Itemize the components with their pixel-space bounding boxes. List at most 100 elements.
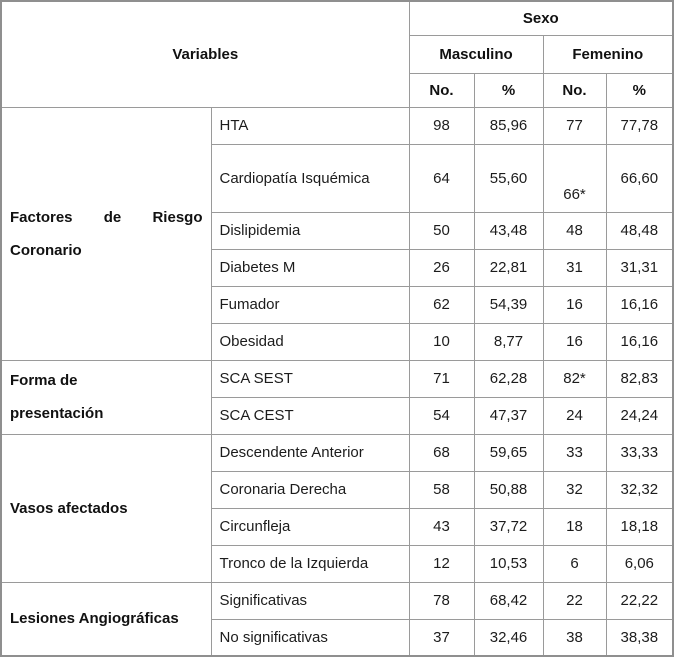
masc-pct-cell: 59,65 xyxy=(473,433,544,472)
masc-pct-cell: 43,48 xyxy=(473,211,544,250)
fem-no-cell: 33 xyxy=(542,433,607,472)
variables-header-cell: Variables xyxy=(0,0,410,108)
masc-pct-cell: 10,53 xyxy=(473,544,544,583)
table-row: Fumador 62 54,39 16 16,16 xyxy=(1,285,674,324)
table-row: No significativas 37 32,46 38 38,38 xyxy=(1,618,674,657)
table-row: Tronco de la Izquierda 12 10,53 6 6,06 xyxy=(1,544,674,583)
variable-cell: HTA xyxy=(210,106,410,145)
fem-pct-cell: 6,06 xyxy=(605,544,674,583)
variable-cell: Tronco de la Izquierda xyxy=(210,544,410,583)
fem-pct-cell: 22,22 xyxy=(605,581,674,620)
sexo-header-cell: Sexo xyxy=(408,0,674,36)
fem-pct-cell: 82,83 xyxy=(605,359,674,398)
variable-cell: Diabetes M xyxy=(210,248,410,287)
masc-no-cell: 54 xyxy=(408,396,475,435)
fem-pct-cell: 32,32 xyxy=(605,470,674,509)
table-header: Variables Sexo Masculino Femenino No. % … xyxy=(0,0,674,108)
fem-no-cell: 18 xyxy=(542,507,607,546)
masc-no-cell: 78 xyxy=(408,581,475,620)
fem-pct-cell: 77,78 xyxy=(605,106,674,145)
fem-no-cell: 24 xyxy=(542,396,607,435)
variable-cell: Significativas xyxy=(210,581,410,620)
fem-pct-cell: 24,24 xyxy=(605,396,674,435)
fem-no-cell: 22 xyxy=(542,581,607,620)
variable-cell: SCA SEST xyxy=(210,359,410,398)
fem-no-cell: 38 xyxy=(542,618,607,657)
fem-pct-cell: 48,48 xyxy=(605,211,674,250)
masc-no-cell: 71 xyxy=(408,359,475,398)
fem-no-cell: 77 xyxy=(542,106,607,145)
masc-pct-cell: 47,37 xyxy=(473,396,544,435)
variable-cell: No significativas xyxy=(210,618,410,657)
variable-cell: Circunfleja xyxy=(210,507,410,546)
fem-pct-cell: 33,33 xyxy=(605,433,674,472)
fem-no-cell: 16 xyxy=(542,322,607,361)
fem-no-cell: 16 xyxy=(542,285,607,324)
masc-pct-cell: 32,46 xyxy=(473,618,544,657)
variable-cell: Fumador xyxy=(210,285,410,324)
masc-pct-cell: 50,88 xyxy=(473,470,544,509)
variable-cell: SCA CEST xyxy=(210,396,410,435)
table-row: Circunfleja 43 37,72 18 18,18 xyxy=(1,507,674,546)
masc-pct-cell: 55,60 xyxy=(473,143,544,213)
variable-cell: Obesidad xyxy=(210,322,410,361)
header-row-sexo: Variables Sexo xyxy=(0,0,674,108)
masculino-header-cell: Masculino xyxy=(408,34,544,74)
table-row: Cardiopatía Isquémica 64 55,60 66* 66,60 xyxy=(1,143,674,213)
fem-pct-cell: 16,16 xyxy=(605,322,674,361)
masc-no-cell: 50 xyxy=(408,211,475,250)
masc-pct-cell: 54,39 xyxy=(473,285,544,324)
masc-no-cell: 68 xyxy=(408,433,475,472)
fem-pct-cell: 18,18 xyxy=(605,507,674,546)
fem-pct-cell: 66,60 xyxy=(605,143,674,213)
masc-no-cell: 26 xyxy=(408,248,475,287)
group-label-cell: Lesiones Angiográficas xyxy=(0,581,212,657)
fem-no-cell: 48 xyxy=(542,211,607,250)
masc-no-cell: 64 xyxy=(408,143,475,213)
header-row-measures: No. % No. % xyxy=(1,72,674,108)
table-row: Vasos afectados Descendente Anterior 68 59,… xyxy=(0,433,674,583)
table-body: Factores de Riesgo Coronario HTA 98 85,96 77… xyxy=(0,106,674,657)
variable-cell: Cardiopatía Isquémica xyxy=(210,143,410,213)
fem-no-cell: 66* xyxy=(542,143,607,213)
fem-pct-cell: 31,31 xyxy=(605,248,674,287)
masc-no-cell: 37 xyxy=(408,618,475,657)
variable-cell: Dislipidemia xyxy=(210,211,410,250)
masc-no-cell: 43 xyxy=(408,507,475,546)
femenino-pct-header-cell: % xyxy=(605,72,674,108)
masc-pct-cell: 62,28 xyxy=(473,359,544,398)
masc-pct-cell: 68,42 xyxy=(473,581,544,620)
fem-pct-cell: 16,16 xyxy=(605,285,674,324)
variable-cell: Descendente Anterior xyxy=(210,433,410,472)
table-row: Forma de presentación SCA SEST 71 62,28 82* 8… xyxy=(0,359,674,435)
table-row: Diabetes M 26 22,81 31 31,31 xyxy=(1,248,674,287)
masc-no-cell: 12 xyxy=(408,544,475,583)
fem-no-cell: 32 xyxy=(542,470,607,509)
masculino-no-header-cell: No. xyxy=(408,72,475,108)
fem-no-cell: 82* xyxy=(542,359,607,398)
table-row: Dislipidemia 50 43,48 48 48,48 xyxy=(1,211,674,250)
masc-no-cell: 10 xyxy=(408,322,475,361)
masc-no-cell: 58 xyxy=(408,470,475,509)
table-row: Obesidad 10 8,77 16 16,16 xyxy=(1,322,674,361)
masc-pct-cell: 85,96 xyxy=(473,106,544,145)
group-label-cell: Factores de Riesgo Coronario xyxy=(0,106,212,361)
table-row: SCA CEST 54 47,37 24 24,24 xyxy=(1,396,674,435)
header-row-gender: Masculino Femenino xyxy=(1,34,674,74)
group-label-cell: Forma de presentación xyxy=(0,359,212,435)
masc-pct-cell: 8,77 xyxy=(473,322,544,361)
fem-pct-cell: 38,38 xyxy=(605,618,674,657)
femenino-header-cell: Femenino xyxy=(542,34,674,74)
masc-pct-cell: 22,81 xyxy=(473,248,544,287)
table-row: Factores de Riesgo Coronario HTA 98 85,96 77… xyxy=(0,106,674,361)
masc-pct-cell: 37,72 xyxy=(473,507,544,546)
fem-no-cell: 6 xyxy=(542,544,607,583)
variable-cell: Coronaria Derecha xyxy=(210,470,410,509)
masc-no-cell: 62 xyxy=(408,285,475,324)
fem-no-cell: 31 xyxy=(542,248,607,287)
masculino-pct-header-cell: % xyxy=(473,72,544,108)
masc-no-cell: 98 xyxy=(408,106,475,145)
table-row: Lesiones Angiográficas Significativas 78 68… xyxy=(0,581,674,657)
